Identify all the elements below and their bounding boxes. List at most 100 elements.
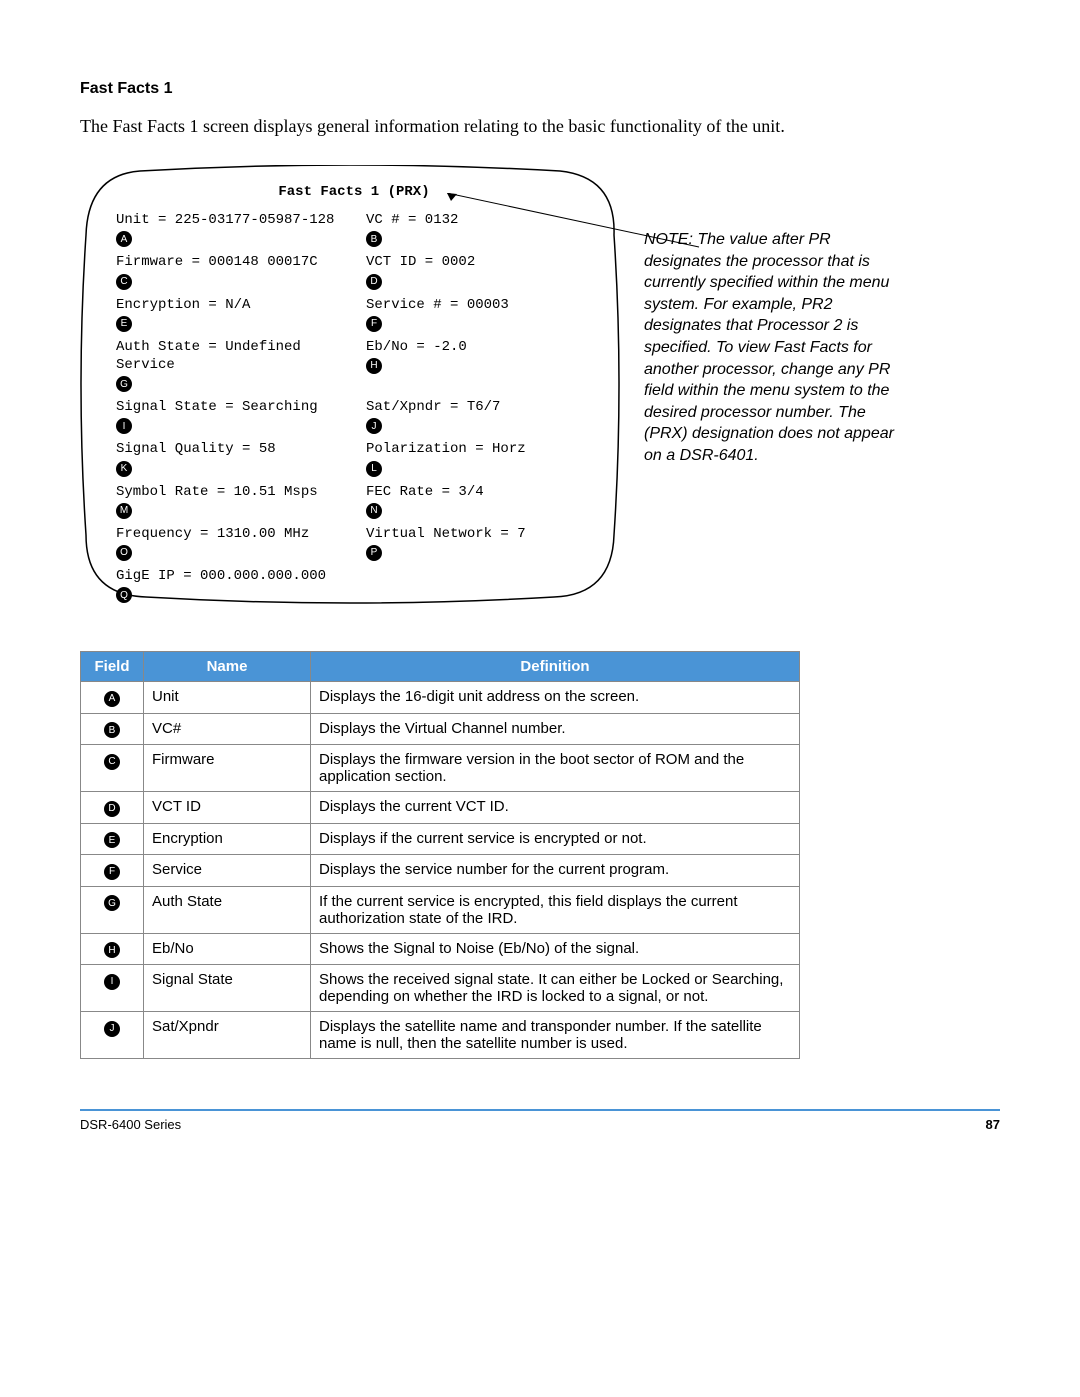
field-badge: K	[116, 461, 132, 477]
cell-field: I	[81, 965, 144, 1012]
cell-name: Signal State	[144, 965, 311, 1012]
section-title: Fast Facts 1	[80, 80, 1000, 98]
screen-field-right	[366, 567, 592, 603]
cell-field: D	[81, 792, 144, 824]
cell-name: Service	[144, 855, 311, 887]
field-label: Frequency = 1310.00 MHz	[116, 525, 366, 543]
field-label: Firmware = 000148 00017C	[116, 253, 366, 271]
screen-field-left: Symbol Rate = 10.51 Msps M	[116, 483, 366, 519]
cell-name: Unit	[144, 682, 311, 714]
page-footer: DSR-6400 Series 87	[80, 1109, 1000, 1132]
cell-field: G	[81, 886, 144, 933]
field-badge: Q	[116, 587, 132, 603]
field-label: Encryption = N/A	[116, 296, 366, 314]
row-badge: F	[104, 864, 120, 880]
row-badge: J	[104, 1021, 120, 1037]
screen-field-right: FEC Rate = 3/4 N	[366, 483, 592, 519]
th-definition: Definition	[311, 652, 800, 682]
field-badge: J	[366, 418, 382, 434]
field-label: Signal State = Searching	[116, 398, 366, 416]
field-badge: H	[366, 358, 382, 374]
cell-field: H	[81, 933, 144, 965]
field-badge: O	[116, 545, 132, 561]
screen-title: Fast Facts 1 (PRX)	[116, 183, 592, 201]
figure-row: Fast Facts 1 (PRX) Unit = 225-03177-0598…	[80, 165, 1000, 605]
field-badge: G	[116, 376, 132, 392]
field-badge: B	[366, 231, 382, 247]
table-row: F ServiceDisplays the service number for …	[81, 855, 800, 887]
definitions-table: Field Name Definition AUnitDisplays the …	[80, 651, 800, 1059]
cell-field: B	[81, 713, 144, 745]
table-row: E EncryptionDisplays if the current servi…	[81, 823, 800, 855]
cell-definition: Displays the 16-digit unit address on th…	[311, 682, 800, 714]
cell-definition: If the current service is encrypted, thi…	[311, 886, 800, 933]
row-badge: H	[104, 942, 120, 958]
table-row: G Auth StateIf the current service is enc…	[81, 886, 800, 933]
table-row: BVC#Displays the Virtual Channel number.	[81, 713, 800, 745]
cell-field: A	[81, 682, 144, 714]
cell-field: E	[81, 823, 144, 855]
field-badge: C	[116, 274, 132, 290]
cell-definition: Shows the received signal state. It can …	[311, 965, 800, 1012]
cell-definition: Displays the Virtual Channel number.	[311, 713, 800, 745]
row-badge: G	[104, 895, 120, 911]
table-row: D VCT IDDisplays the current VCT ID.	[81, 792, 800, 824]
screen-content: Fast Facts 1 (PRX) Unit = 225-03177-0598…	[116, 183, 592, 603]
cell-definition: Shows the Signal to Noise (Eb/No) of the…	[311, 933, 800, 965]
screen-field-left: Signal Quality = 58 K	[116, 440, 366, 476]
table-row: I Signal StateShows the received signal s…	[81, 965, 800, 1012]
cell-definition: Displays the firmware version in the boo…	[311, 745, 800, 792]
screen-wrap: Fast Facts 1 (PRX) Unit = 225-03177-0598…	[80, 165, 620, 605]
table-row: A UnitDisplays the 16-digit unit address …	[81, 682, 800, 714]
screen-field-right: Sat/Xpndr = T6/7 J	[366, 398, 592, 434]
field-badge: A	[116, 231, 132, 247]
field-label: Auth State = Undefined Service	[116, 338, 366, 374]
th-field: Field	[81, 652, 144, 682]
row-badge: A	[104, 691, 120, 707]
cell-name: Sat/Xpndr	[144, 1012, 311, 1059]
table-row: JSat/XpndrDisplays the satellite name an…	[81, 1012, 800, 1059]
footer-page: 87	[986, 1117, 1000, 1132]
cell-definition: Displays the current VCT ID.	[311, 792, 800, 824]
screen-field-right: VCT ID = 0002D	[366, 253, 592, 289]
row-badge: E	[104, 832, 120, 848]
footer-left: DSR-6400 Series	[80, 1117, 181, 1132]
field-label: FEC Rate = 3/4	[366, 483, 592, 501]
cell-field: J	[81, 1012, 144, 1059]
row-badge: C	[104, 754, 120, 770]
cell-field: F	[81, 855, 144, 887]
cell-definition: Displays if the current service is encry…	[311, 823, 800, 855]
screen-field-left: Frequency = 1310.00 MHz O	[116, 525, 366, 561]
screen-field-left: Auth State = Undefined Service G	[116, 338, 366, 392]
field-label: VC # = 0132	[366, 211, 592, 229]
field-label: Symbol Rate = 10.51 Msps	[116, 483, 366, 501]
field-badge: L	[366, 461, 382, 477]
cell-definition: Displays the service number for the curr…	[311, 855, 800, 887]
cell-name: Firmware	[144, 745, 311, 792]
screen-field-right: Eb/No = -2.0H	[366, 338, 592, 392]
field-label: Unit = 225-03177-05987-128	[116, 211, 366, 229]
th-name: Name	[144, 652, 311, 682]
row-badge: B	[104, 722, 120, 738]
row-badge: D	[104, 801, 120, 817]
field-label: Sat/Xpndr = T6/7	[366, 398, 592, 416]
screen-field-right: VC # = 0132 B	[366, 211, 592, 247]
field-label: Signal Quality = 58	[116, 440, 366, 458]
field-badge: N	[366, 503, 382, 519]
field-badge: F	[366, 316, 382, 332]
screen-field-left: Firmware = 000148 00017C C	[116, 253, 366, 289]
row-badge: I	[104, 974, 120, 990]
field-badge: P	[366, 545, 382, 561]
screen-field-right: Virtual Network = 7 P	[366, 525, 592, 561]
field-label: GigE IP = 000.000.000.000	[116, 567, 366, 585]
cell-field: C	[81, 745, 144, 792]
screen-field-left: Signal State = SearchingI	[116, 398, 366, 434]
screen-field-left: Encryption = N/AE	[116, 296, 366, 332]
cell-name: VCT ID	[144, 792, 311, 824]
field-badge: M	[116, 503, 132, 519]
cell-name: Encryption	[144, 823, 311, 855]
screen-field-right: Polarization = HorzL	[366, 440, 592, 476]
cell-name: Auth State	[144, 886, 311, 933]
screen-field-left: GigE IP = 000.000.000.000 Q	[116, 567, 366, 603]
field-label: Virtual Network = 7	[366, 525, 592, 543]
